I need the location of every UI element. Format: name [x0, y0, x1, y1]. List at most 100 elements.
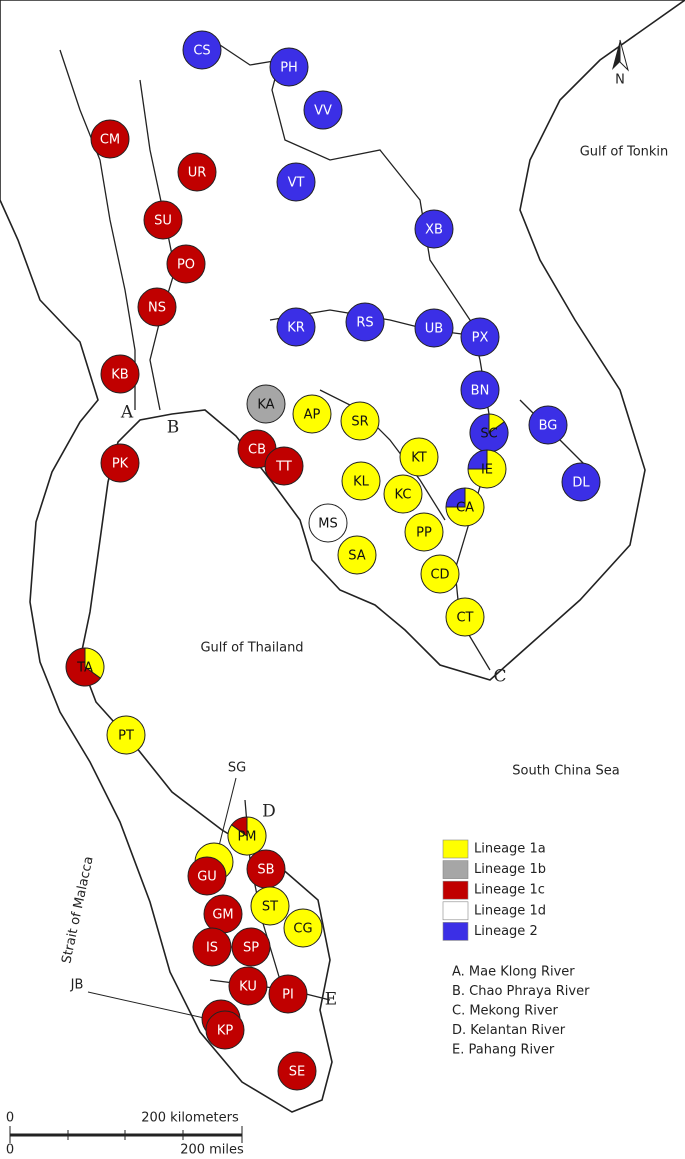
river-letter: E [325, 990, 337, 1010]
site-segment [445, 487, 485, 527]
site-label: PI [282, 988, 294, 1003]
site-segment [561, 462, 601, 502]
site-label: TT [275, 460, 292, 475]
place-label: South China Sea [512, 764, 619, 779]
site-segment [100, 354, 140, 394]
site-label: CA [456, 501, 474, 516]
river-key: E. Pahang River [452, 1043, 555, 1058]
site-label: SU [154, 214, 172, 229]
site-label: CD [430, 568, 449, 583]
legend-label: Lineage 1d [474, 903, 546, 918]
site-label: SE [289, 1065, 305, 1080]
site-segment [528, 405, 568, 445]
site-segment [467, 449, 507, 489]
site-segment [269, 47, 309, 87]
site-segment [399, 437, 439, 477]
site-segment [277, 1051, 317, 1091]
site-label: KR [287, 321, 305, 336]
site-label: AP [304, 408, 321, 423]
site-label: VV [314, 104, 332, 119]
site-label: SC [480, 427, 497, 442]
sites: CS PH VV CM UR VT SU XB PO NS KR RS UB PX KB BN KA AP SR SC… [65, 30, 601, 1091]
north-label: N [615, 73, 625, 88]
site-label: XB [425, 223, 443, 238]
site-segment [228, 966, 268, 1006]
site-segment [383, 474, 423, 514]
site-label: RS [356, 316, 373, 331]
site-label: KC [395, 488, 412, 503]
site-label: GM [212, 908, 233, 923]
legend-swatch [442, 839, 469, 859]
site-label: SA [348, 549, 365, 564]
site-label: DL [572, 476, 590, 491]
site-label: SP [243, 941, 259, 956]
site-label: CB [248, 443, 266, 458]
river-letter: D [262, 802, 276, 822]
site-label: PT [118, 729, 134, 744]
site-segment [345, 302, 385, 342]
legend-label: Lineage 1c [474, 883, 545, 898]
site-label: IE [481, 463, 493, 478]
site-label: PK [112, 457, 129, 472]
legend-swatch [442, 922, 469, 941]
site-label: CG [293, 922, 312, 937]
site-segment [230, 816, 248, 837]
site-label: BN [471, 384, 490, 399]
site-segment [143, 200, 183, 240]
legend-swatch [442, 901, 469, 921]
site-label: KL [353, 475, 370, 490]
river-key: A. Mae Klong River [452, 965, 575, 980]
site-segment [420, 554, 460, 594]
site-label: KP [217, 1024, 234, 1039]
site-segment [445, 597, 485, 637]
site-segment [460, 370, 500, 410]
site-segment [469, 413, 509, 453]
site-label: VT [288, 176, 305, 191]
site-label: IS [206, 941, 218, 956]
legend-swatch [442, 880, 469, 900]
callout-label: JB [70, 978, 84, 993]
site-label: MS [318, 517, 337, 532]
river-key: B. Chao Phraya River [452, 984, 590, 999]
site-segment [65, 647, 102, 687]
site-label: PX [472, 331, 489, 346]
site-label: UR [188, 166, 207, 181]
site-segment [445, 487, 466, 508]
site-segment [192, 927, 232, 967]
legend-label: Lineage 1a [474, 842, 546, 857]
legend-swatch [442, 860, 469, 879]
site-label: KU [239, 980, 257, 995]
site-label: CM [100, 133, 120, 148]
site-label: SB [257, 863, 274, 878]
river-letter: A [120, 403, 134, 423]
site-label: SR [351, 415, 368, 430]
site-label: NS [148, 301, 166, 316]
site-label: CS [193, 44, 210, 59]
scale-label: 0 [6, 1143, 14, 1156]
site-segment [182, 30, 222, 70]
site-segment [106, 715, 146, 755]
river-key: C. Mekong River [452, 1004, 559, 1019]
scale-label: 200 miles [180, 1143, 244, 1156]
site-label: UB [425, 322, 443, 337]
site-label: PP [416, 526, 432, 541]
site-segment [231, 927, 271, 967]
scale-bar [9, 1126, 243, 1143]
legend-label: Lineage 1b [474, 862, 546, 877]
site-label: CT [456, 611, 473, 626]
site-label: KB [111, 368, 128, 383]
site-segment [414, 308, 454, 348]
site-segment [292, 394, 332, 434]
site-segment [414, 209, 454, 249]
site-segment [137, 287, 177, 327]
site-segment [308, 503, 348, 543]
site-segment [177, 152, 217, 192]
site-label: BG [539, 419, 558, 434]
legend: Lineage 1a Lineage 1b Lineage 1c Lineage 1d… [442, 839, 590, 1058]
site-segment [250, 886, 290, 926]
site-label: PO [177, 258, 195, 273]
site-segment [303, 90, 343, 130]
place-label: Strait of Malacca [59, 855, 96, 965]
site-segment [90, 119, 130, 159]
